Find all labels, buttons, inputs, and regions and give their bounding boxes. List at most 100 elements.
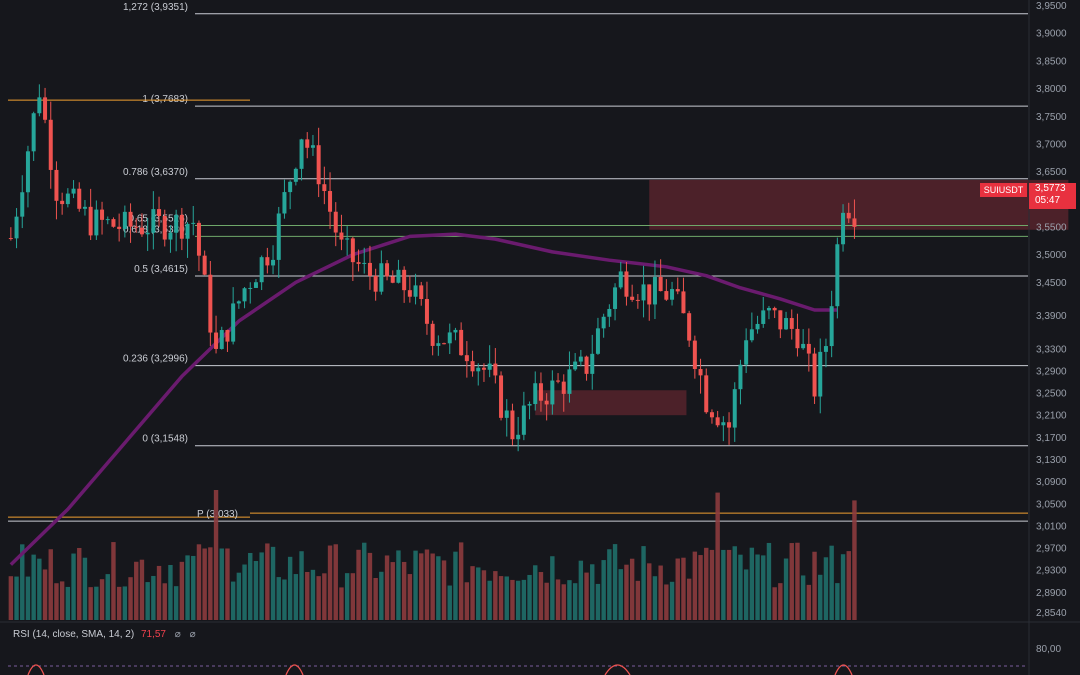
candle-body	[219, 330, 224, 349]
volume-bar	[498, 576, 504, 620]
volume-bar	[755, 554, 760, 620]
volume-bar	[116, 586, 122, 620]
volume-bar	[322, 573, 327, 620]
candle-body	[345, 238, 350, 240]
volume-bar	[607, 549, 612, 620]
moving-average-layer	[9, 232, 838, 566]
candle-body	[333, 211, 338, 233]
volume-bar	[384, 555, 390, 620]
volume-bar	[635, 580, 641, 620]
volume-bar	[578, 560, 584, 620]
rsi-legend[interactable]: RSI (14, close, SMA, 14, 2) 71,57 ⌀ ⌀	[13, 629, 196, 640]
volume-bar	[37, 558, 42, 620]
candle-body	[424, 299, 429, 324]
candle-body	[242, 288, 247, 302]
candle-body	[464, 355, 469, 362]
candle-body	[709, 412, 714, 418]
volume-bar	[230, 581, 236, 620]
candle-body	[852, 218, 857, 227]
fib-label-7: 0 (3,1548)	[142, 434, 188, 445]
candle-body	[567, 369, 572, 394]
volume-bar	[766, 542, 772, 620]
ma-line	[9, 232, 838, 566]
candle-body	[801, 343, 806, 349]
volume-bar	[202, 548, 207, 620]
candle-body	[652, 276, 657, 305]
volume-bar	[818, 574, 823, 620]
candle-body	[362, 262, 367, 264]
candle-body	[419, 285, 424, 300]
candle-body	[322, 184, 327, 192]
y-tick-label: 3,9000	[1036, 29, 1067, 40]
fib-label-5: 0.5 (3,4615)	[134, 264, 188, 275]
volume-bar	[561, 584, 566, 620]
candle-body	[459, 329, 464, 356]
candle-body	[812, 353, 817, 397]
candle-body	[328, 191, 333, 212]
y-tick-label: 2,8540	[1036, 608, 1067, 619]
y-tick-label: 2,9300	[1036, 566, 1067, 577]
rsi-settings-icon[interactable]: ⌀	[174, 629, 181, 640]
candle-body	[276, 213, 281, 260]
volume-bar	[470, 566, 475, 620]
candle-body	[761, 310, 766, 324]
candle-body	[157, 209, 162, 216]
candle-body	[544, 400, 549, 405]
volume-bar	[20, 544, 25, 620]
candle-body	[288, 181, 293, 193]
candle-body	[105, 219, 110, 221]
candle-body	[436, 343, 441, 346]
y-axis: 3,9500 3,9000 3,8500 3,8000 3,7500 3,7000 3,65…	[1028, 0, 1067, 675]
candle-body	[202, 255, 207, 275]
countdown: 05:47	[1035, 195, 1061, 206]
candle-body	[356, 262, 361, 264]
volume-bar	[156, 565, 162, 620]
volume-bar	[669, 581, 675, 620]
volume-bar	[550, 556, 555, 620]
rsi-curve-0	[27, 664, 45, 675]
volume-bar	[128, 577, 133, 620]
volume-bar	[772, 587, 777, 620]
candle-body	[151, 209, 156, 233]
volume-bar	[367, 552, 373, 620]
volume-bar	[327, 545, 333, 620]
rsi-hide-icon[interactable]: ⌀	[189, 629, 196, 640]
candle-body	[538, 383, 543, 401]
volume-bar	[390, 562, 395, 620]
volume-bar	[812, 551, 817, 620]
candle-body	[139, 227, 144, 235]
candle-body	[487, 363, 492, 370]
candle-body	[715, 417, 720, 426]
volume-bar	[493, 571, 498, 620]
volume-bar	[698, 555, 703, 620]
candle-body	[578, 356, 583, 362]
candle-body	[48, 119, 53, 170]
candle-body	[476, 367, 481, 372]
candle-body	[168, 232, 173, 240]
y-tick-label: 3,1700	[1036, 433, 1067, 444]
volume-bar	[59, 581, 65, 620]
volume-bar	[48, 549, 53, 620]
volume-bar	[675, 558, 680, 620]
candle-body	[265, 257, 270, 266]
candle-body	[493, 363, 498, 376]
candle-body	[37, 97, 42, 114]
volume-bar	[299, 551, 304, 620]
rsi-level-label: 80,00	[1036, 644, 1062, 655]
candle-body	[749, 329, 754, 341]
volume-bar	[835, 583, 840, 620]
candle-body	[584, 356, 589, 374]
candle-body	[310, 145, 315, 148]
candle-body	[635, 299, 640, 301]
candle-body	[25, 151, 30, 193]
volume-bar	[567, 580, 572, 620]
candle-body	[453, 329, 458, 333]
volume-bar	[515, 580, 521, 620]
y-tick-label: 3,9500	[1036, 1, 1067, 12]
candle-body	[721, 422, 726, 426]
rsi-value: 71,57	[140, 629, 166, 640]
candle-body	[367, 262, 372, 276]
y-tick-label: 3,3300	[1036, 344, 1067, 355]
volume-bar	[441, 560, 447, 620]
